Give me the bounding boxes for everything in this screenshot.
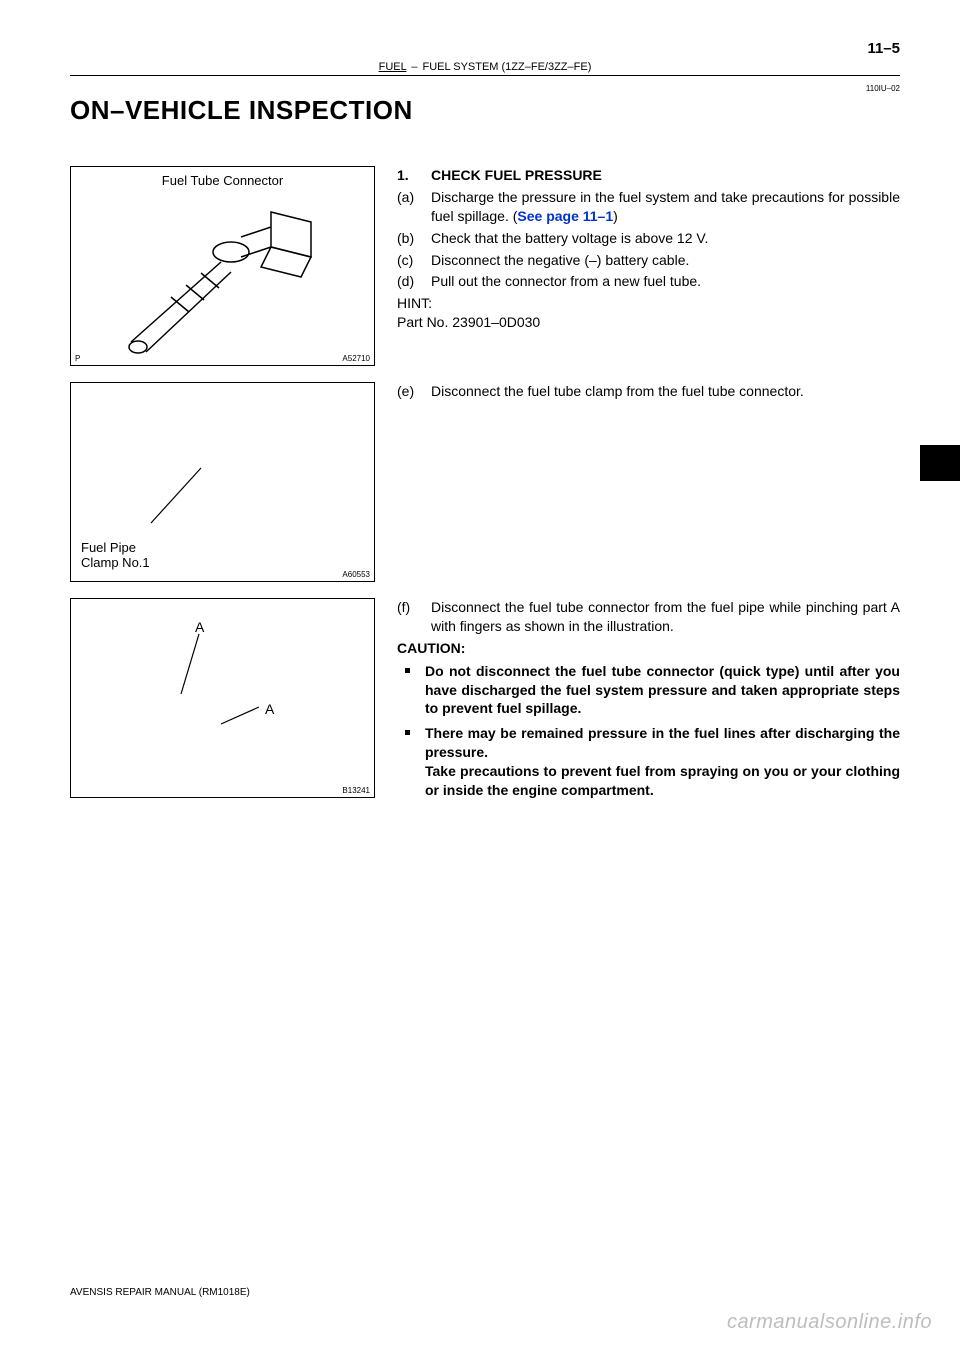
step-block-2: (e) Disconnect the fuel tube clamp from …: [397, 382, 900, 598]
step-b-label: (b): [397, 229, 431, 248]
watermark: carmanualsonline.info: [727, 1311, 932, 1334]
step-c: (c) Disconnect the negative (–) battery …: [397, 251, 900, 270]
step-a: (a) Discharge the pressure in the fuel s…: [397, 188, 900, 226]
side-tab: [920, 445, 960, 481]
step-f-text: Disconnect the fuel tube connector from …: [431, 598, 900, 636]
caution-label: CAUTION:: [397, 639, 900, 658]
step-1: 1. CHECK FUEL PRESSURE: [397, 166, 900, 185]
see-page-link[interactable]: See page 11–1: [517, 208, 613, 224]
footer: AVENSIS REPAIR MANUAL (RM1018E): [70, 1287, 250, 1298]
figure-1-p: P: [75, 354, 80, 363]
step-d-text: Pull out the connector from a new fuel t…: [431, 272, 900, 291]
step-e-label: (e): [397, 382, 431, 401]
left-column: Fuel Tube Connector: [70, 166, 375, 814]
page-number: 11–5: [70, 40, 900, 57]
step-1-label: 1.: [397, 166, 431, 185]
caution-item-2b: Take precautions to prevent fuel from sp…: [425, 763, 900, 798]
doc-id: 110IU–02: [70, 84, 900, 93]
step-a-text-before: Discharge the pressure in the fuel syste…: [431, 189, 900, 224]
step-c-label: (c): [397, 251, 431, 270]
hint-text: Part No. 23901–0D030: [397, 313, 900, 332]
step-f: (f) Disconnect the fuel tube connector f…: [397, 598, 900, 636]
figure-2-id: A60553: [342, 570, 370, 579]
step-e-text: Disconnect the fuel tube clamp from the …: [431, 382, 900, 401]
hint-label: HINT:: [397, 294, 900, 313]
figure-3-illustration: [71, 599, 375, 798]
step-a-text-after: ): [613, 208, 618, 224]
step-d: (d) Pull out the connector from a new fu…: [397, 272, 900, 291]
figure-3-label-a-top: A: [195, 619, 204, 635]
header-left: FUEL: [379, 61, 407, 73]
figure-2-caption: Fuel Pipe Clamp No.1: [81, 540, 150, 571]
step-a-label: (a): [397, 188, 431, 226]
step-d-label: (d): [397, 272, 431, 291]
page: 11–5 FUEL – FUEL SYSTEM (1ZZ–FE/3ZZ–FE) …: [0, 0, 960, 1358]
step-b: (b) Check that the battery voltage is ab…: [397, 229, 900, 248]
step-e: (e) Disconnect the fuel tube clamp from …: [397, 382, 900, 401]
step-c-text: Disconnect the negative (–) battery cabl…: [431, 251, 900, 270]
figure-2-caption-line2: Clamp No.1: [81, 555, 150, 570]
right-column: 1. CHECK FUEL PRESSURE (a) Discharge the…: [397, 166, 900, 814]
figure-1-id: A52710: [342, 354, 370, 363]
figure-2-caption-line1: Fuel Pipe: [81, 540, 136, 555]
header-dash: –: [409, 61, 419, 73]
header-line: FUEL – FUEL SYSTEM (1ZZ–FE/3ZZ–FE): [70, 61, 900, 73]
section-title: ON–VEHICLE INSPECTION: [70, 95, 900, 126]
step-f-label: (f): [397, 598, 431, 636]
header-right: FUEL SYSTEM (1ZZ–FE/3ZZ–FE): [422, 61, 591, 73]
figure-2: Fuel Pipe Clamp No.1 A60553: [70, 382, 375, 582]
caution-item-1: Do not disconnect the fuel tube connecto…: [397, 662, 900, 719]
figure-3: A A B13241: [70, 598, 375, 798]
content: Fuel Tube Connector: [70, 166, 900, 814]
figure-3-id: B13241: [342, 786, 370, 795]
caution-list: Do not disconnect the fuel tube connecto…: [397, 662, 900, 800]
figure-1: Fuel Tube Connector: [70, 166, 375, 366]
step-a-text: Discharge the pressure in the fuel syste…: [431, 188, 900, 226]
caution-item-2a: There may be remained pressure in the fu…: [425, 725, 900, 760]
step-block-1: 1. CHECK FUEL PRESSURE (a) Discharge the…: [397, 166, 900, 382]
step-b-text: Check that the battery voltage is above …: [431, 229, 900, 248]
figure-1-illustration: [71, 167, 375, 366]
step-block-3: (f) Disconnect the fuel tube connector f…: [397, 598, 900, 800]
header-rule: [70, 75, 900, 76]
caution-item-2: There may be remained pressure in the fu…: [397, 724, 900, 800]
figure-3-label-a-bottom: A: [265, 701, 274, 717]
step-1-text: CHECK FUEL PRESSURE: [431, 166, 900, 185]
